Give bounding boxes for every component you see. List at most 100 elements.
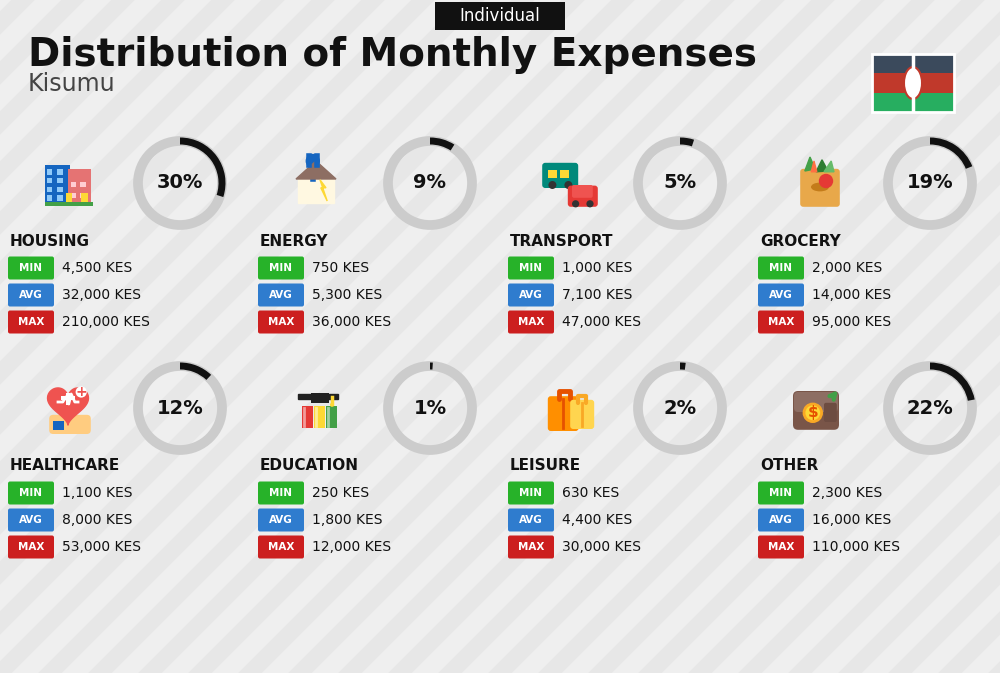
Text: Individual: Individual bbox=[460, 7, 540, 25]
Text: 5%: 5% bbox=[663, 174, 697, 192]
FancyBboxPatch shape bbox=[794, 392, 838, 412]
FancyBboxPatch shape bbox=[314, 406, 325, 428]
Wedge shape bbox=[430, 137, 454, 151]
FancyBboxPatch shape bbox=[80, 182, 86, 187]
FancyBboxPatch shape bbox=[66, 193, 72, 203]
Text: AVG: AVG bbox=[769, 515, 793, 525]
Text: GROCERY: GROCERY bbox=[760, 234, 841, 248]
FancyBboxPatch shape bbox=[47, 195, 52, 201]
Text: MIN: MIN bbox=[270, 263, 292, 273]
FancyBboxPatch shape bbox=[508, 536, 554, 559]
FancyBboxPatch shape bbox=[872, 73, 954, 93]
FancyBboxPatch shape bbox=[68, 169, 91, 203]
Text: OTHER: OTHER bbox=[760, 458, 818, 474]
Circle shape bbox=[804, 404, 822, 421]
FancyBboxPatch shape bbox=[572, 185, 593, 198]
Text: Kisumu: Kisumu bbox=[28, 72, 116, 96]
FancyBboxPatch shape bbox=[8, 310, 54, 334]
Text: MIN: MIN bbox=[20, 263, 42, 273]
Text: 250 KES: 250 KES bbox=[312, 486, 369, 500]
Text: 750 KES: 750 KES bbox=[312, 261, 369, 275]
FancyBboxPatch shape bbox=[8, 536, 54, 559]
Polygon shape bbox=[298, 394, 338, 399]
Circle shape bbox=[330, 403, 334, 406]
Wedge shape bbox=[680, 137, 694, 147]
FancyBboxPatch shape bbox=[8, 256, 54, 279]
FancyBboxPatch shape bbox=[508, 481, 554, 505]
Circle shape bbox=[819, 174, 833, 188]
Text: 7,100 KES: 7,100 KES bbox=[562, 288, 632, 302]
FancyBboxPatch shape bbox=[548, 396, 579, 431]
Text: AVG: AVG bbox=[19, 290, 43, 300]
Text: MAX: MAX bbox=[768, 317, 794, 327]
Wedge shape bbox=[180, 137, 225, 197]
Text: 630 KES: 630 KES bbox=[562, 486, 619, 500]
Text: 16,000 KES: 16,000 KES bbox=[812, 513, 891, 527]
Text: 30%: 30% bbox=[157, 174, 203, 192]
Text: 14,000 KES: 14,000 KES bbox=[812, 288, 891, 302]
Polygon shape bbox=[298, 179, 334, 203]
Text: 53,000 KES: 53,000 KES bbox=[62, 540, 141, 554]
Text: MAX: MAX bbox=[518, 542, 544, 552]
Text: 210,000 KES: 210,000 KES bbox=[62, 315, 150, 329]
FancyBboxPatch shape bbox=[311, 393, 329, 403]
FancyBboxPatch shape bbox=[258, 256, 304, 279]
Text: MIN: MIN bbox=[520, 488, 542, 498]
FancyBboxPatch shape bbox=[80, 192, 86, 199]
FancyBboxPatch shape bbox=[66, 393, 70, 404]
Circle shape bbox=[306, 154, 320, 168]
Wedge shape bbox=[930, 137, 972, 169]
Polygon shape bbox=[48, 388, 88, 425]
FancyBboxPatch shape bbox=[258, 283, 304, 306]
Text: 1,100 KES: 1,100 KES bbox=[62, 486, 132, 500]
FancyBboxPatch shape bbox=[81, 193, 88, 203]
Text: LEISURE: LEISURE bbox=[510, 458, 581, 474]
Text: 2%: 2% bbox=[663, 398, 697, 417]
Text: 2,300 KES: 2,300 KES bbox=[812, 486, 882, 500]
Text: 95,000 KES: 95,000 KES bbox=[812, 315, 891, 329]
FancyBboxPatch shape bbox=[508, 509, 554, 532]
Text: MIN: MIN bbox=[270, 488, 292, 498]
FancyBboxPatch shape bbox=[302, 406, 313, 428]
FancyBboxPatch shape bbox=[758, 256, 804, 279]
Text: MAX: MAX bbox=[268, 317, 294, 327]
FancyBboxPatch shape bbox=[508, 310, 554, 334]
Text: 12,000 KES: 12,000 KES bbox=[312, 540, 391, 554]
FancyBboxPatch shape bbox=[824, 403, 837, 422]
FancyBboxPatch shape bbox=[47, 178, 52, 184]
FancyBboxPatch shape bbox=[435, 2, 565, 30]
FancyBboxPatch shape bbox=[872, 93, 954, 112]
FancyBboxPatch shape bbox=[758, 481, 804, 505]
Text: EDUCATION: EDUCATION bbox=[260, 458, 359, 474]
Text: 4,500 KES: 4,500 KES bbox=[62, 261, 132, 275]
Polygon shape bbox=[805, 157, 815, 171]
Text: 9%: 9% bbox=[414, 174, 446, 192]
Text: AVG: AVG bbox=[269, 290, 293, 300]
Text: MIN: MIN bbox=[520, 263, 542, 273]
Text: $: $ bbox=[807, 405, 818, 421]
FancyBboxPatch shape bbox=[47, 186, 52, 192]
Text: 32,000 KES: 32,000 KES bbox=[62, 288, 141, 302]
FancyBboxPatch shape bbox=[508, 283, 554, 306]
Text: AVG: AVG bbox=[519, 290, 543, 300]
FancyBboxPatch shape bbox=[47, 169, 52, 174]
Polygon shape bbox=[824, 161, 834, 172]
Text: 1%: 1% bbox=[413, 398, 447, 417]
Text: TRANSPORT: TRANSPORT bbox=[510, 234, 614, 248]
Text: AVG: AVG bbox=[769, 290, 793, 300]
FancyBboxPatch shape bbox=[508, 256, 554, 279]
Text: MAX: MAX bbox=[268, 542, 294, 552]
FancyBboxPatch shape bbox=[258, 536, 304, 559]
Circle shape bbox=[586, 200, 594, 207]
Text: 8,000 KES: 8,000 KES bbox=[62, 513, 132, 527]
Text: 5,300 KES: 5,300 KES bbox=[312, 288, 382, 302]
Text: MAX: MAX bbox=[18, 542, 44, 552]
FancyBboxPatch shape bbox=[758, 509, 804, 532]
Text: MIN: MIN bbox=[770, 488, 792, 498]
Text: 4,400 KES: 4,400 KES bbox=[562, 513, 632, 527]
Circle shape bbox=[76, 386, 87, 398]
Wedge shape bbox=[430, 363, 433, 369]
Text: AVG: AVG bbox=[19, 515, 43, 525]
FancyBboxPatch shape bbox=[258, 481, 304, 505]
FancyBboxPatch shape bbox=[45, 165, 70, 205]
